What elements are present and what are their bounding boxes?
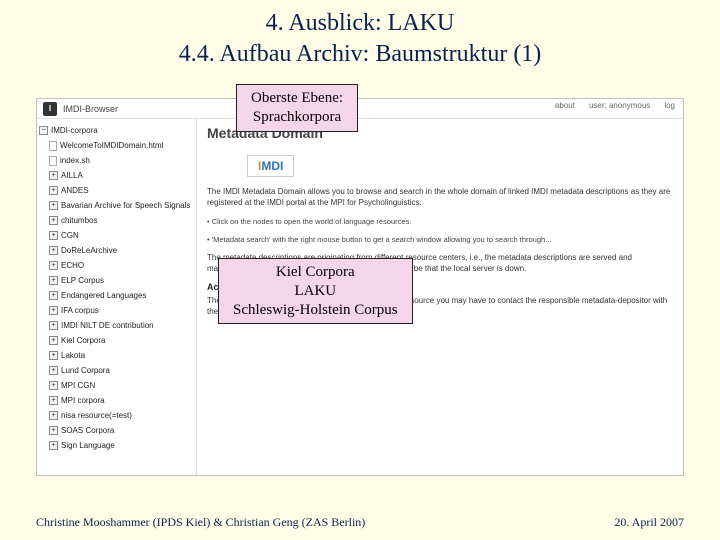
expand-icon[interactable]: + [49,201,58,210]
tree-item[interactable]: +chitumbos [39,213,194,228]
slide-footer: Christine Mooshammer (IPDS Kiel) & Chris… [36,515,684,530]
expand-icon[interactable]: + [49,261,58,270]
expand-icon[interactable]: + [49,426,58,435]
expand-icon[interactable]: + [49,186,58,195]
callout2-line2: LAKU [233,282,398,301]
tree-item[interactable]: +Lund Corpora [39,363,194,378]
expand-icon[interactable]: + [49,411,58,420]
tree-item-label: IMDI NILT DE contribution [61,321,154,330]
tree-item-label: ANDES [61,186,89,195]
expand-icon[interactable]: + [49,321,58,330]
expand-icon[interactable]: + [49,336,58,345]
tree-item[interactable]: −IMDI-corpora [39,123,194,138]
tree-item-label: MPI CGN [61,381,95,390]
tree-item-label: WelcomeToIMDIDomain.html [60,141,163,150]
tree-item[interactable]: +Sign Language [39,438,194,453]
tree-item[interactable]: +ANDES [39,183,194,198]
footer-date: 20. April 2007 [614,515,684,530]
tree-item-label: CGN [61,231,79,240]
tree-item[interactable]: +Bavarian Archive for Speech Signals [39,198,194,213]
tree-item-label: IMDI-corpora [51,126,98,135]
tree-item[interactable]: +SOAS Corpora [39,423,194,438]
tree-item-label: Kiel Corpora [61,336,105,345]
tree-item[interactable]: WelcomeToIMDIDomain.html [39,138,194,153]
expand-icon[interactable]: + [49,291,58,300]
tree-item[interactable]: +Endangered Languages [39,288,194,303]
callout-kiel-corpora: Kiel Corpora LAKU Schleswig-Holstein Cor… [218,258,413,324]
app-title: IMDI-Browser [63,104,118,114]
nav-about[interactable]: about [555,101,575,110]
tree-item[interactable]: +CGN [39,228,194,243]
expand-icon[interactable]: + [49,396,58,405]
expand-icon[interactable]: + [49,351,58,360]
expand-icon[interactable]: + [49,441,58,450]
expand-icon[interactable]: + [49,276,58,285]
nav-log[interactable]: log [664,101,675,110]
tree-item-label: ELP Corpus [61,276,104,285]
tree-item-label: AILLA [61,171,83,180]
tree-item[interactable]: +ELP Corpus [39,273,194,288]
tree-item-label: Lund Corpora [61,366,110,375]
app-logo-icon: I [43,102,57,116]
imdi-logo: IMDI [247,155,294,177]
tree-item-label: Bavarian Archive for Speech Signals [61,201,190,210]
expand-icon[interactable]: − [39,126,48,135]
callout1-line1: Oberste Ebene: [251,89,343,108]
tree-item-label: MPI corpora [61,396,105,405]
tree-item[interactable]: index.sh [39,153,194,168]
tree-item[interactable]: +nisa resource(=test) [39,408,194,423]
tree-item-label: ECHO [61,261,84,270]
content-p2a: • Click on the nodes to open the world o… [207,217,673,227]
tree-item-label: IFA corpus [61,306,99,315]
content-p1: The IMDI Metadata Domain allows you to b… [207,187,673,209]
document-icon [49,141,57,151]
imdi-logo-mdi: MDI [261,159,283,173]
expand-icon[interactable]: + [49,231,58,240]
tree-item-label: nisa resource(=test) [61,411,132,420]
expand-icon[interactable]: + [49,381,58,390]
tree-item-label: Lakota [61,351,85,360]
tree-item-label: index.sh [60,156,90,165]
tree-item[interactable]: +Kiel Corpora [39,333,194,348]
tree-item[interactable]: +AILLA [39,168,194,183]
tree-item[interactable]: +DoReLeArchive [39,243,194,258]
expand-icon[interactable]: + [49,171,58,180]
callout2-line1: Kiel Corpora [233,263,398,282]
tree-item-label: SOAS Corpora [61,426,114,435]
callout-oberste-ebene: Oberste Ebene: Sprachkorpora [236,84,358,132]
tree-item-label: Endangered Languages [61,291,146,300]
tree-item-label: Sign Language [61,441,115,450]
expand-icon[interactable]: + [49,246,58,255]
expand-icon[interactable]: + [49,216,58,225]
document-icon [49,156,57,166]
content-p2b: • 'Metadata search' with the right mouse… [207,235,673,245]
corpus-tree: −IMDI-corpora WelcomeToIMDIDomain.html ind… [37,119,197,475]
tree-item-label: DoReLeArchive [61,246,117,255]
tree-item[interactable]: +IFA corpus [39,303,194,318]
browser-header: I IMDI-Browser about user: anonymous log [37,99,683,119]
browser-top-nav: about user: anonymous log [555,101,675,110]
tree-item[interactable]: +IMDI NILT DE contribution [39,318,194,333]
slide-title: 4. Ausblick: LAKU 4.4. Aufbau Archiv: Ba… [0,0,720,74]
callout2-line3: Schleswig-Holstein Corpus [233,301,398,320]
tree-item[interactable]: +MPI corpora [39,393,194,408]
tree-item-label: chitumbos [61,216,97,225]
nav-user[interactable]: user: anonymous [589,101,650,110]
title-line2: 4.4. Aufbau Archiv: Baumstruktur (1) [0,39,720,70]
expand-icon[interactable]: + [49,306,58,315]
tree-item[interactable]: +Lakota [39,348,194,363]
tree-item[interactable]: +ECHO [39,258,194,273]
callout1-line2: Sprachkorpora [251,108,343,127]
footer-authors: Christine Mooshammer (IPDS Kiel) & Chris… [36,515,365,530]
tree-item[interactable]: +MPI CGN [39,378,194,393]
title-line1: 4. Ausblick: LAKU [0,8,720,39]
expand-icon[interactable]: + [49,366,58,375]
